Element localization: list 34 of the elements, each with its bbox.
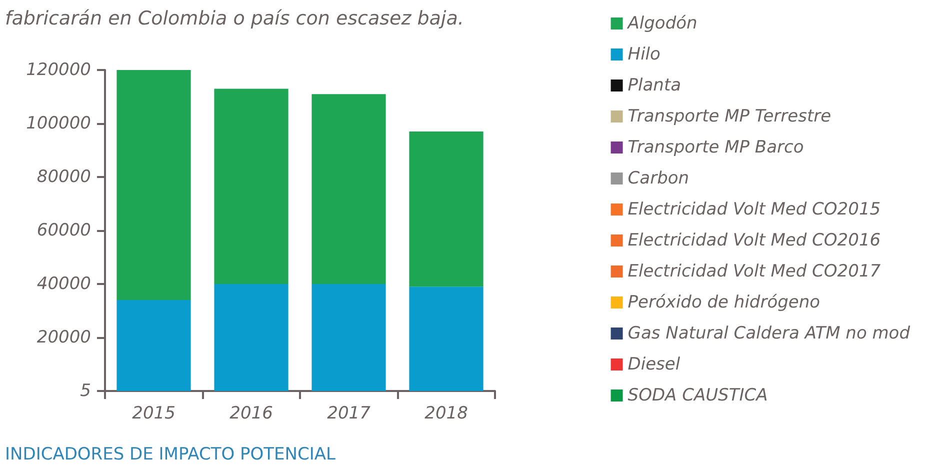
legend-label: Electricidad Volt Med CO2015 [628, 200, 881, 220]
y-tick-label: 120000 [26, 60, 91, 80]
bar [409, 132, 484, 287]
x-tick-label: 2015 [132, 404, 176, 424]
legend-label: Planta [628, 76, 682, 96]
y-tick-label: 5 [80, 381, 91, 401]
y-tick-label: 60000 [36, 220, 91, 241]
x-tick-label: 2018 [424, 404, 468, 424]
y-tick-label: 80000 [36, 167, 91, 188]
legend-label: Algodón [626, 14, 698, 34]
y-tick-label: 20000 [36, 328, 91, 348]
bar [312, 94, 386, 284]
legend-label: Gas Natural Caldera ATM no mod [628, 324, 910, 344]
x-tick-label: 2017 [327, 404, 371, 424]
bar [312, 284, 386, 391]
bar [214, 284, 288, 391]
legend-label: Carbon [628, 168, 690, 188]
bar [214, 88, 288, 284]
y-tick-label: 40000 [36, 274, 91, 294]
bar [116, 70, 191, 300]
legend-label: Electricidad Volt Med CO2016 [628, 230, 881, 250]
x-tick-label: 2016 [230, 404, 274, 424]
bar [116, 300, 191, 391]
legend-label: Hilo [628, 44, 660, 64]
legend-label: Diesel [628, 354, 680, 374]
legend-label: Transporte MP Barco [628, 138, 804, 158]
legend-label: SODA CAUSTICA [628, 386, 768, 406]
legend-label: Transporte MP Terrestre [628, 106, 832, 126]
y-tick-label: 100000 [26, 114, 91, 134]
legend-label: Electricidad Volt Med CO2017 [628, 262, 881, 282]
bar [409, 286, 484, 391]
legend-label: Peróxido de hidrógeno [628, 292, 820, 312]
text: INDICADORES DE IMPACTO POTENCIAL [5, 444, 336, 464]
chart-title: fabricarán en Colombia o país con escasez baja. [5, 8, 464, 30]
